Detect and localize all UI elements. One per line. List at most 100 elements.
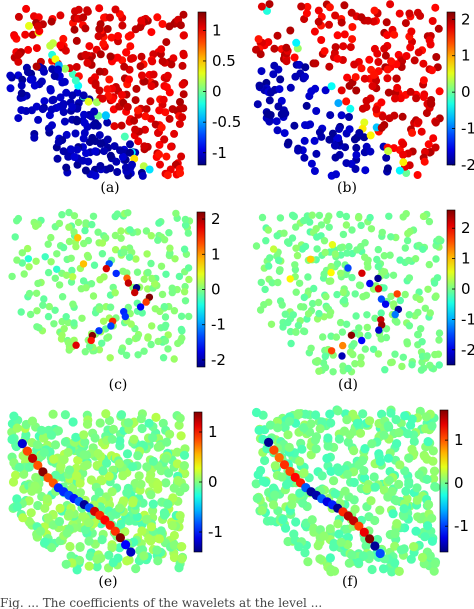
scatter-point bbox=[404, 477, 414, 487]
scatter-point bbox=[98, 250, 107, 258]
scatter-point bbox=[252, 242, 261, 250]
scatter-point bbox=[92, 562, 102, 572]
scatter-point bbox=[24, 255, 33, 263]
scatter-point bbox=[14, 57, 23, 66]
scatter-point bbox=[273, 31, 282, 40]
scatter-point bbox=[292, 288, 300, 296]
scatter-point bbox=[414, 470, 424, 480]
scatter-point bbox=[326, 466, 336, 476]
scatter-point bbox=[171, 255, 179, 263]
colorbar-tick-label: -1 bbox=[211, 316, 226, 334]
scatter-point bbox=[425, 217, 434, 226]
scatter-point bbox=[325, 135, 334, 144]
scatter-point bbox=[133, 106, 142, 115]
scatter-point bbox=[390, 528, 400, 539]
scatter-point bbox=[351, 73, 360, 82]
scatter-point bbox=[425, 260, 433, 269]
scatter-point bbox=[81, 50, 90, 59]
scatter-point bbox=[65, 541, 75, 552]
scatter-point bbox=[395, 9, 404, 18]
scatter-point bbox=[40, 537, 50, 547]
scatter-point bbox=[377, 123, 386, 132]
scatter-point bbox=[287, 339, 295, 348]
scatter-point bbox=[258, 476, 268, 486]
scatter-point bbox=[292, 38, 301, 47]
scatter-point bbox=[319, 531, 329, 541]
scatter-point bbox=[417, 127, 426, 136]
scatter-point bbox=[417, 366, 426, 374]
scatter-point bbox=[153, 13, 162, 22]
scatter-point bbox=[343, 249, 351, 257]
scatter-point bbox=[144, 534, 154, 544]
scatter-point bbox=[116, 519, 126, 530]
scatter-point bbox=[290, 53, 299, 62]
scatter-point bbox=[162, 83, 171, 92]
scatter-point bbox=[130, 116, 139, 125]
scatter-point bbox=[383, 164, 392, 173]
scatter-point bbox=[104, 471, 114, 481]
scatter-point bbox=[295, 456, 305, 466]
scatter-point bbox=[378, 228, 386, 237]
scatter-point bbox=[157, 262, 166, 270]
scatter-point bbox=[84, 536, 94, 546]
scatter-point bbox=[179, 104, 188, 113]
scatter-point bbox=[317, 417, 327, 427]
scatter-point bbox=[313, 245, 321, 253]
scatter-point bbox=[371, 314, 379, 322]
scatter-point bbox=[394, 566, 404, 577]
scatter-point bbox=[328, 129, 337, 138]
scatter-point bbox=[432, 255, 440, 263]
scatter-point bbox=[165, 22, 174, 31]
scatter-point bbox=[416, 11, 425, 20]
scatter-point bbox=[276, 75, 285, 84]
scatter-point bbox=[114, 459, 124, 469]
scatter-point bbox=[46, 41, 55, 50]
colorbar-tick-label: 0 bbox=[211, 281, 221, 299]
scatter-point bbox=[140, 347, 148, 355]
scatter-point bbox=[358, 551, 368, 561]
scatter-point bbox=[80, 437, 90, 447]
scatter-point bbox=[102, 264, 111, 273]
scatter-point bbox=[336, 244, 345, 252]
scatter-point bbox=[116, 146, 124, 155]
scatter-point bbox=[177, 152, 186, 161]
scatter-point bbox=[44, 240, 52, 248]
scatter-point bbox=[93, 449, 103, 459]
scatter-point bbox=[154, 337, 162, 346]
scatter-point bbox=[164, 345, 172, 353]
scatter-point bbox=[69, 273, 77, 281]
scatter-point bbox=[62, 528, 72, 538]
scatter-point bbox=[348, 23, 357, 31]
scatter-point bbox=[380, 44, 389, 53]
scatter-point bbox=[265, 117, 274, 126]
scatter-point bbox=[315, 424, 325, 434]
scatter-point bbox=[348, 409, 358, 419]
scatter-point bbox=[163, 71, 172, 80]
scatter-point bbox=[137, 423, 147, 434]
scatter-point bbox=[42, 494, 52, 504]
scatter-point bbox=[421, 412, 431, 422]
scatter-point bbox=[174, 420, 184, 430]
scatter-point bbox=[386, 408, 396, 418]
scatter-point bbox=[94, 32, 103, 41]
scatter-point bbox=[389, 271, 398, 279]
scatter-point bbox=[426, 361, 434, 369]
colorbar-tick-label: 2 bbox=[461, 219, 471, 237]
scatter-point bbox=[108, 424, 118, 434]
scatter-point bbox=[291, 261, 299, 269]
scatter-point bbox=[331, 11, 340, 20]
scatter-point bbox=[126, 140, 134, 149]
scatter-point bbox=[358, 269, 366, 277]
scatter-point bbox=[408, 128, 417, 137]
scatter-point bbox=[417, 325, 425, 333]
scatter-point bbox=[304, 273, 312, 281]
scatter-point bbox=[300, 409, 310, 419]
scatter-point bbox=[103, 135, 112, 144]
scatter-point bbox=[365, 534, 375, 544]
scatter-point bbox=[319, 333, 327, 341]
scatter-point bbox=[387, 233, 395, 241]
scatter-point bbox=[177, 542, 187, 552]
scatter-point bbox=[71, 432, 81, 442]
scatter-point bbox=[344, 264, 352, 272]
scatter-point bbox=[380, 268, 389, 276]
